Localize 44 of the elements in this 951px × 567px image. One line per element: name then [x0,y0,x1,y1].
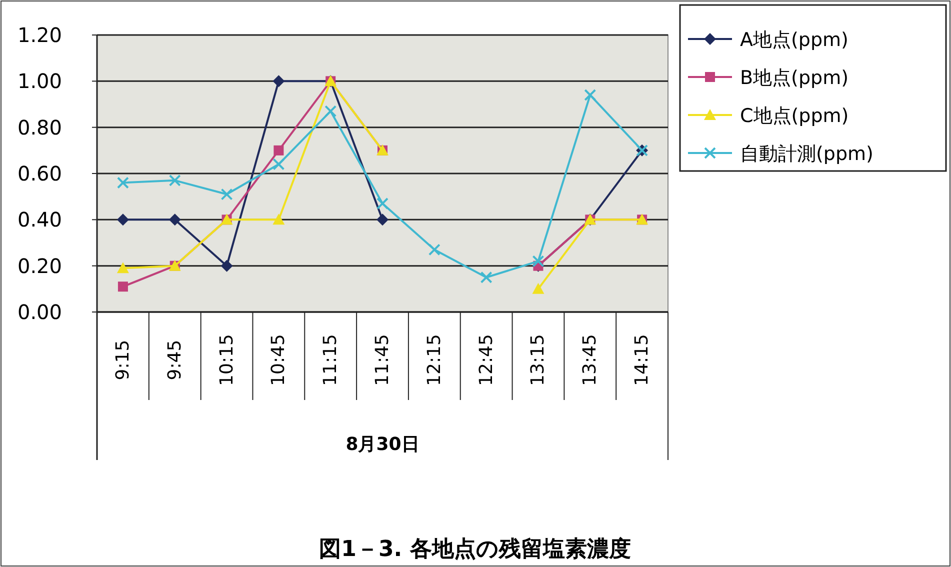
point [584,89,596,102]
point [324,105,337,118]
point [116,176,129,189]
x-tick-label: 12:15 [424,334,445,386]
x-tick-label: 13:15 [528,334,549,386]
x-axis-title: 8月30日 [346,434,420,455]
point [532,282,544,294]
point [376,214,388,226]
legend-label: C地点(ppm) [740,105,849,127]
x-tick-label: 10:45 [268,334,290,386]
point [376,198,388,210]
point [220,260,233,272]
x-tick-label: 14:15 [632,334,653,386]
y-tick-label: 1.20 [17,23,62,47]
point [274,145,284,156]
point [428,244,440,256]
x-tick-label: 12:45 [476,334,497,386]
point [272,75,285,88]
y-tick-label: 1.00 [17,69,62,94]
point [116,214,129,226]
legend-label: 自動計測(ppm) [740,143,874,165]
y-tick-label: 0.00 [17,300,62,324]
x-tick-label: 10:15 [216,334,238,386]
y-tick-label: 0.60 [17,162,62,186]
x-tick-label: 11:15 [320,334,342,386]
point [168,174,181,186]
point [118,282,128,292]
text: 図1－3. 各地点の残留塩素濃度 [319,536,631,562]
point [168,214,181,226]
point [532,255,544,268]
y-tick-label: 0.40 [17,208,62,232]
x-tick-label: 13:45 [580,334,601,386]
x-tick-label: 9:45 [164,340,186,380]
point [272,158,285,170]
point [220,188,233,200]
point [272,214,285,225]
x-tick-label: 11:45 [372,334,393,386]
legend-label: A地点(ppm) [740,29,848,51]
y-tick-label: 0.20 [17,254,62,278]
point [480,271,492,284]
legend-label: B地点(ppm) [740,67,848,89]
x-tick-label: 9:15 [112,340,134,380]
y-tick-label: 0.80 [17,115,62,140]
point [116,262,129,274]
